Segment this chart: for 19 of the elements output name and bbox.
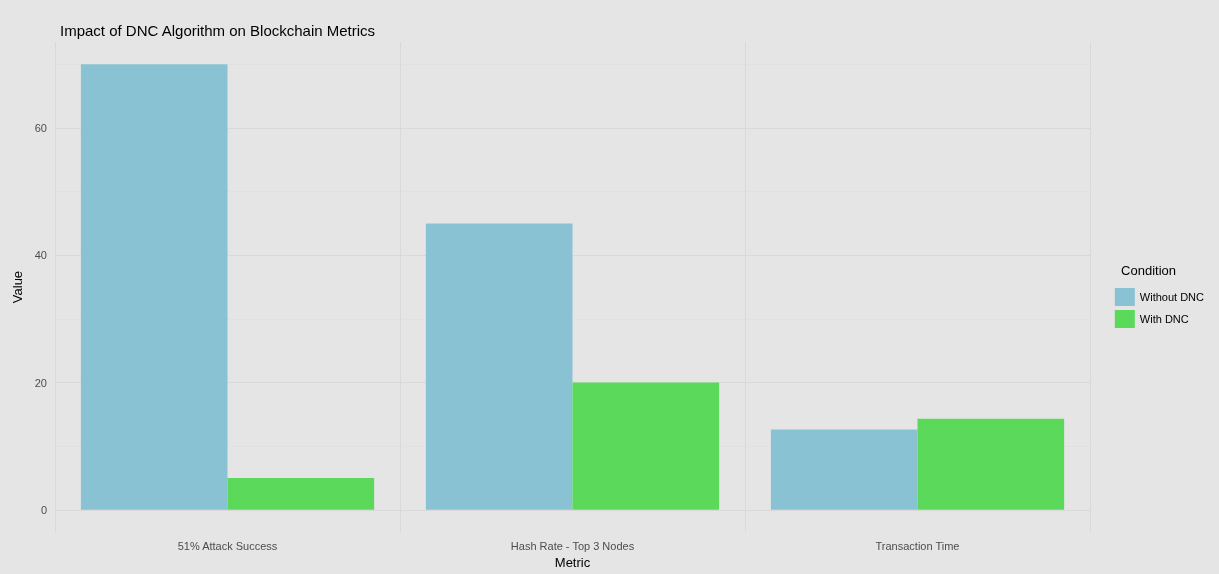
chart-title: Impact of DNC Algorithm on Blockchain Metrics xyxy=(60,22,376,39)
legend-label: Without DNC xyxy=(1139,291,1205,303)
bar xyxy=(425,223,573,510)
x-axis-title: Metric xyxy=(554,555,591,570)
bar xyxy=(770,429,918,510)
bar xyxy=(572,382,720,510)
y-axis-title: Value xyxy=(9,270,25,304)
y-tick-label: 20 xyxy=(34,376,47,389)
legend-title: Condition xyxy=(1121,263,1177,278)
y-tick-label: 60 xyxy=(34,121,47,134)
y-tick-label: 0 xyxy=(40,503,47,516)
y-tick-label: 40 xyxy=(34,249,47,262)
x-tick-label: Transaction Time xyxy=(875,539,960,552)
x-tick-label: 51% Attack Success xyxy=(177,539,278,552)
legend-label: With DNC xyxy=(1139,313,1189,325)
bar xyxy=(227,478,375,510)
bar xyxy=(80,64,228,510)
x-tick-label: Hash Rate - Top 3 Nodes xyxy=(510,539,635,552)
bar xyxy=(917,418,1065,510)
